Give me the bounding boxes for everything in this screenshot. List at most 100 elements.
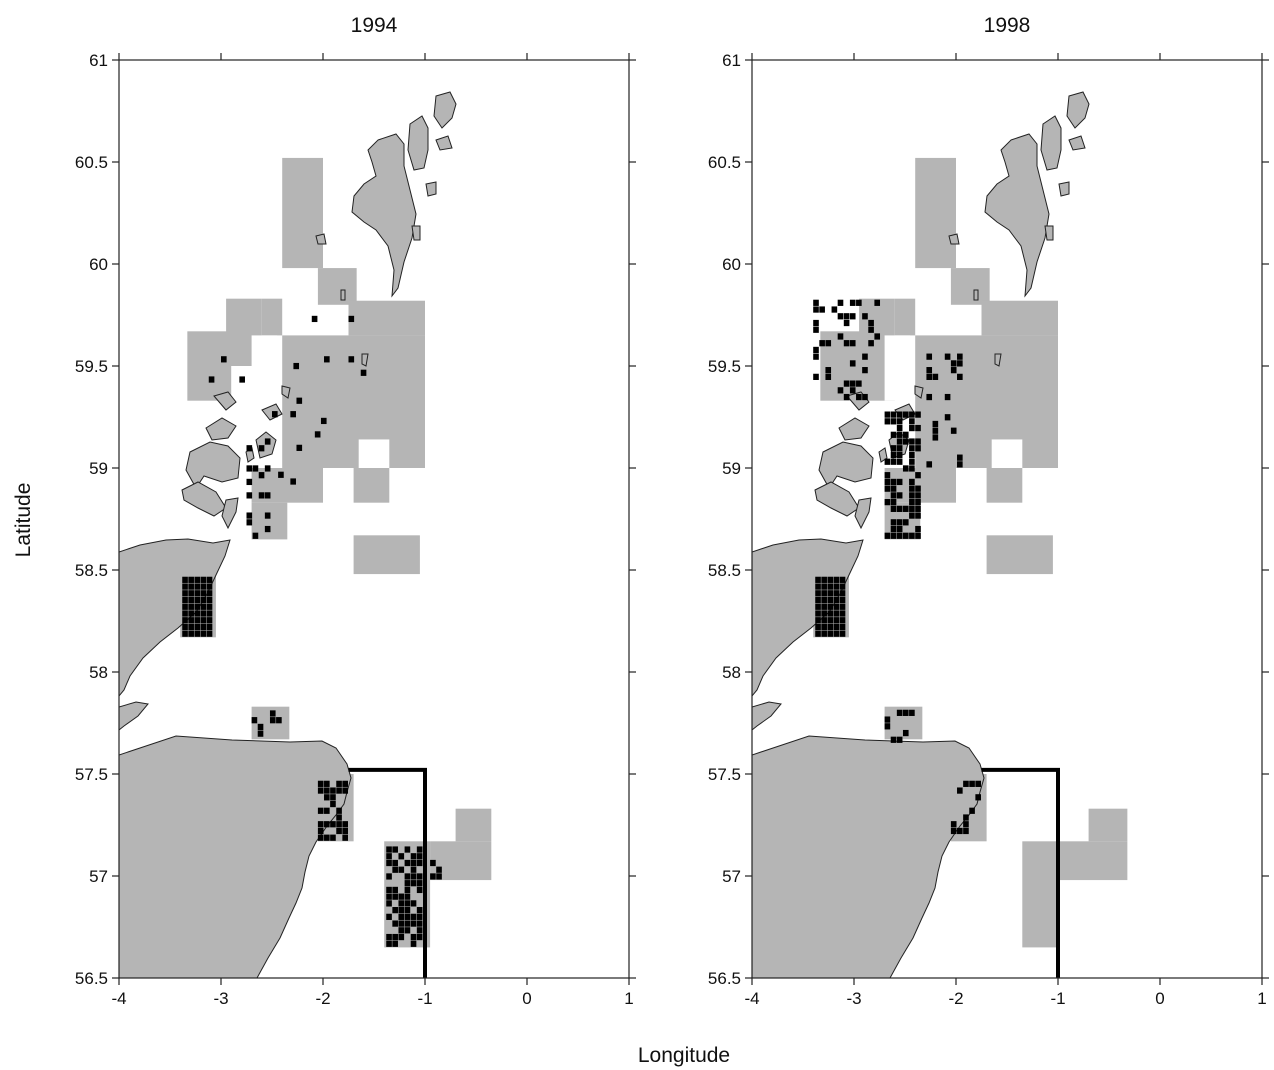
x-tick-label: -1 bbox=[1050, 989, 1065, 1008]
presence-cell bbox=[944, 393, 951, 401]
presence-cell bbox=[909, 505, 915, 512]
foula bbox=[315, 233, 327, 245]
presence-cell bbox=[398, 907, 405, 914]
presence-cell bbox=[386, 873, 392, 880]
presence-cell bbox=[206, 603, 213, 610]
presence-cell bbox=[839, 630, 846, 637]
presence-cell bbox=[398, 866, 405, 873]
presence-cell bbox=[416, 853, 423, 860]
presence-cell bbox=[950, 427, 957, 434]
presence-cell bbox=[915, 492, 921, 499]
presence-cell bbox=[386, 846, 392, 853]
survey-area bbox=[986, 468, 1023, 503]
presence-cell bbox=[890, 485, 897, 492]
presence-cell bbox=[815, 630, 821, 637]
presence-cell bbox=[276, 717, 282, 724]
presence-cell bbox=[827, 617, 834, 624]
presence-cell bbox=[843, 380, 850, 387]
presence-cell bbox=[837, 299, 844, 306]
presence-cell bbox=[264, 438, 271, 445]
x-tick-label: 1 bbox=[624, 989, 633, 1008]
presence-cell bbox=[206, 623, 213, 631]
orkney-east bbox=[255, 431, 277, 459]
presence-cell bbox=[336, 787, 342, 794]
presence-cell bbox=[821, 610, 827, 617]
presence-cell bbox=[317, 827, 324, 835]
x-tick-label: 0 bbox=[522, 989, 531, 1008]
presence-cell bbox=[311, 315, 318, 323]
presence-cell bbox=[324, 780, 330, 787]
presence-cell bbox=[932, 420, 939, 428]
y-tick-label: 56.5 bbox=[75, 969, 108, 988]
presence-cell bbox=[821, 576, 827, 583]
presence-cell bbox=[884, 499, 891, 506]
presence-cell bbox=[963, 814, 969, 821]
survey-gap bbox=[358, 439, 390, 468]
presence-cell bbox=[957, 454, 963, 461]
shetland-fetlar bbox=[1068, 135, 1086, 151]
y-tick-label: 57.5 bbox=[708, 765, 741, 784]
presence-cell bbox=[206, 610, 213, 617]
map-area bbox=[752, 91, 1128, 978]
presence-cell bbox=[330, 794, 336, 801]
presence-cell bbox=[188, 596, 194, 604]
survey-area bbox=[981, 300, 1058, 336]
presence-cell bbox=[314, 431, 321, 438]
presence-cell bbox=[206, 617, 213, 624]
presence-cell bbox=[386, 893, 392, 900]
shetland-bressay bbox=[1044, 225, 1054, 241]
presence-cell bbox=[902, 465, 909, 472]
presence-cell bbox=[404, 927, 411, 934]
presence-cell bbox=[969, 780, 975, 787]
x-tick-label: -2 bbox=[315, 989, 330, 1008]
presence-cell bbox=[200, 576, 207, 583]
presence-cell bbox=[410, 900, 417, 907]
presence-cell bbox=[200, 617, 207, 624]
presence-cell bbox=[188, 610, 194, 617]
presence-cell bbox=[896, 492, 903, 499]
shetland-whalsay bbox=[1058, 181, 1070, 197]
presence-cell bbox=[392, 940, 398, 947]
shetland-mainland bbox=[984, 133, 1050, 298]
presence-cell bbox=[833, 617, 840, 624]
presence-cell bbox=[815, 617, 821, 624]
presence-cell bbox=[386, 886, 392, 894]
x-axis: -4 -3 -2 -1 0 1 bbox=[111, 53, 634, 1008]
orkney-west bbox=[838, 417, 870, 441]
survey-area bbox=[455, 808, 492, 842]
x-tick-label: -3 bbox=[213, 989, 228, 1008]
presence-cell bbox=[813, 353, 819, 360]
presence-cell bbox=[827, 590, 834, 597]
fair-isle bbox=[994, 353, 1002, 367]
presence-cell bbox=[915, 411, 921, 418]
presence-cell bbox=[416, 880, 423, 887]
orkney-island-2 bbox=[281, 385, 291, 399]
presence-cell bbox=[896, 478, 903, 486]
land-masses bbox=[752, 91, 1090, 978]
presence-cells bbox=[182, 315, 442, 947]
presence-cell bbox=[827, 583, 834, 590]
presence-cell bbox=[821, 623, 827, 631]
presence-cell bbox=[290, 411, 296, 418]
presence-cell bbox=[909, 411, 915, 418]
islet bbox=[340, 289, 346, 301]
presence-cell bbox=[246, 465, 253, 472]
presence-cell bbox=[839, 583, 846, 590]
presence-cell bbox=[896, 736, 903, 743]
presence-cell bbox=[932, 427, 939, 434]
y-tick-label: 58 bbox=[89, 663, 108, 682]
presence-cell bbox=[815, 623, 821, 631]
presence-cell bbox=[246, 492, 253, 499]
presence-cell bbox=[821, 630, 827, 637]
presence-cell bbox=[404, 859, 411, 867]
presence-cell bbox=[975, 794, 981, 801]
x-tick-label: -4 bbox=[111, 989, 126, 1008]
presence-cell bbox=[909, 465, 915, 472]
survey-area bbox=[261, 298, 283, 336]
presence-cell bbox=[182, 576, 188, 583]
presence-cell bbox=[839, 576, 846, 583]
presence-cell bbox=[963, 780, 969, 787]
presence-cell bbox=[827, 576, 834, 583]
presence-cell bbox=[813, 306, 819, 313]
presence-cell bbox=[821, 596, 827, 604]
